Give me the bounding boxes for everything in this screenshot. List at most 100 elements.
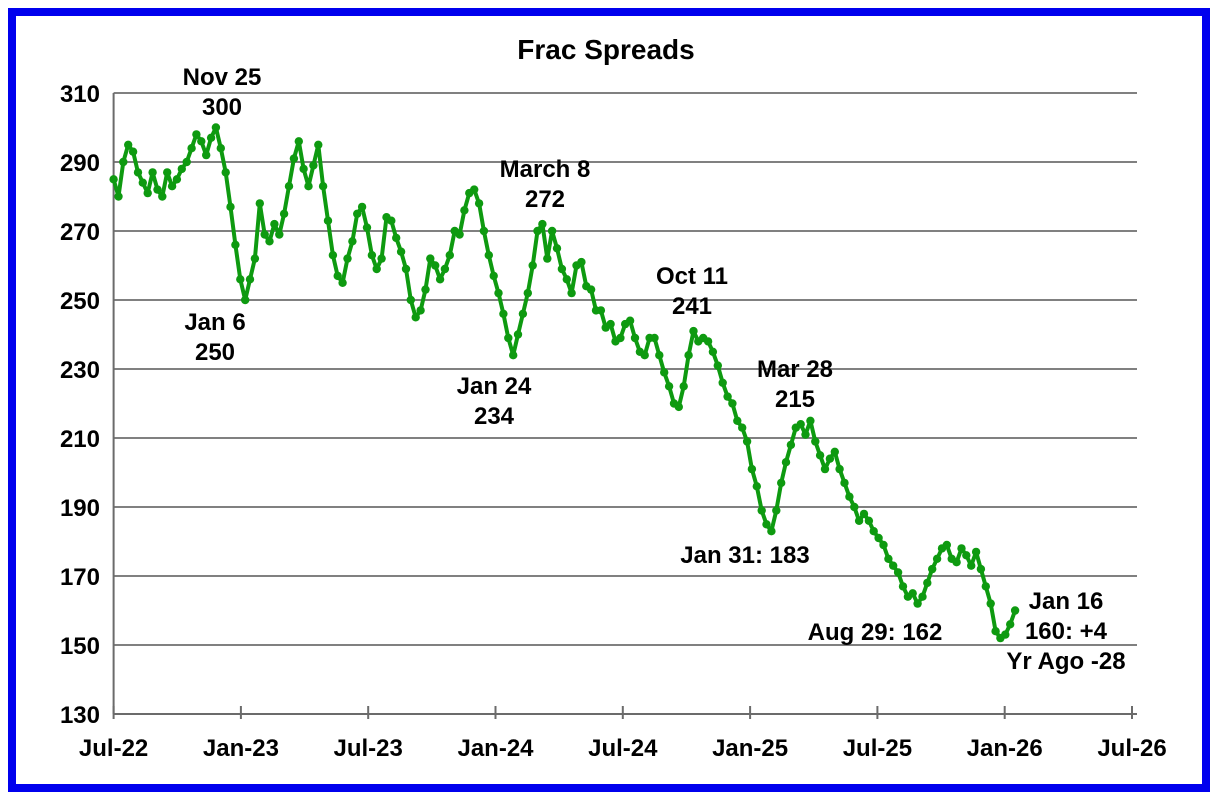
data-point-week-131 — [747, 464, 757, 474]
x-tick-label-Jan-24: Jan-24 — [457, 735, 534, 762]
data-point-week-22 — [216, 144, 225, 153]
annotation-jan-24-2024-line2: 234 — [474, 403, 515, 430]
data-point-week-86 — [528, 261, 537, 270]
data-point-week-48 — [343, 254, 352, 263]
data-point-week-133 — [757, 506, 766, 515]
data-point-week-87 — [533, 226, 542, 236]
annotation-mar-28-2025-line1: Mar 28 — [757, 356, 833, 383]
annotation-aug-29-2025-line1: Aug 29: 162 — [808, 619, 943, 646]
data-point-week-34 — [275, 230, 284, 239]
annotation-nov-25-2022-line1: Nov 25 — [183, 64, 262, 91]
x-tick-label-Jul-22: Jul-22 — [79, 735, 148, 762]
data-point-week-137 — [777, 478, 786, 488]
data-point-week-146 — [820, 464, 830, 474]
data-point-week-16 — [187, 144, 196, 153]
data-point-week-123 — [708, 347, 718, 356]
x-tick-label-Jan-26: Jan-26 — [967, 735, 1043, 762]
data-point-week-114 — [664, 382, 674, 391]
data-point-week-29 — [250, 254, 260, 263]
data-point-week-64 — [421, 285, 430, 294]
data-point-week-154 — [859, 509, 869, 519]
data-point-week-153 — [854, 516, 864, 525]
data-point-week-159 — [884, 554, 893, 563]
data-point-week-40 — [304, 182, 313, 191]
data-point-week-119 — [689, 326, 698, 336]
data-point-week-1 — [114, 192, 123, 201]
data-point-week-25 — [231, 240, 240, 249]
data-point-week-96 — [577, 257, 586, 267]
data-point-week-42 — [314, 140, 323, 149]
data-point-week-75 — [474, 199, 484, 208]
data-point-week-138 — [781, 458, 791, 467]
data-point-week-58 — [392, 233, 401, 243]
data-point-week-165 — [913, 599, 922, 608]
data-point-week-136 — [772, 506, 781, 515]
data-point-week-125 — [718, 378, 727, 387]
y-tick-label-190: 190 — [60, 495, 100, 522]
data-point-week-85 — [523, 288, 532, 298]
data-point-week-2 — [119, 157, 128, 167]
data-point-week-130 — [742, 437, 752, 446]
data-point-week-28 — [245, 275, 255, 284]
data-point-week-141 — [796, 420, 805, 429]
x-tick-label-Jul-25: Jul-25 — [843, 735, 912, 762]
data-point-week-88 — [538, 219, 547, 229]
data-point-week-90 — [547, 226, 557, 236]
data-point-week-33 — [270, 219, 279, 229]
data-point-week-69 — [445, 251, 454, 260]
data-point-week-116 — [674, 402, 683, 412]
annotation-jan-24-2024-line1: Jan 24 — [457, 373, 532, 400]
data-point-week-78 — [489, 271, 498, 281]
data-point-week-162 — [898, 582, 908, 591]
data-point-week-59 — [396, 247, 406, 256]
data-point-week-63 — [416, 306, 425, 315]
data-point-week-118 — [684, 351, 693, 360]
data-point-week-27 — [241, 295, 250, 305]
data-point-week-149 — [835, 464, 844, 474]
data-point-week-124 — [713, 361, 722, 370]
data-point-week-83 — [513, 330, 523, 339]
data-point-week-93 — [562, 275, 571, 284]
data-point-week-10 — [158, 192, 167, 201]
data-point-week-30 — [255, 199, 264, 208]
data-point-week-46 — [333, 271, 342, 281]
data-point-week-152 — [850, 502, 859, 512]
data-point-week-158 — [879, 540, 888, 550]
annotation-jan-6-2023-line1: Jan 6 — [184, 309, 245, 336]
y-tick-label-250: 250 — [60, 288, 100, 315]
axis-labels-group: 310 290 270 250 230 210 190 170 150 130 Jul-22 Jan-… — [60, 81, 1167, 762]
annotation-oct-11-2024-line1: Oct 11 — [656, 263, 728, 290]
data-point-week-181 — [991, 627, 1000, 636]
data-point-week-68 — [440, 264, 450, 274]
data-point-week-72 — [460, 206, 469, 215]
data-point-week-164 — [908, 589, 917, 598]
data-point-week-185 — [1010, 606, 1020, 615]
data-point-week-148 — [830, 447, 839, 456]
data-point-week-166 — [918, 592, 927, 601]
data-point-week-104 — [616, 333, 625, 343]
data-point-week-176 — [967, 561, 976, 570]
data-point-week-18 — [197, 137, 206, 146]
data-point-week-41 — [309, 161, 318, 170]
data-point-week-61 — [406, 295, 415, 305]
data-point-week-55 — [377, 254, 386, 263]
data-point-week-57 — [387, 216, 396, 225]
data-point-week-52 — [362, 223, 372, 232]
data-point-week-112 — [655, 351, 664, 360]
y-tick-label-290: 290 — [60, 150, 100, 177]
data-point-week-49 — [348, 237, 357, 246]
data-point-week-31 — [260, 230, 269, 239]
axes-group — [112, 93, 1137, 719]
annotation-mar-28-2025-line2: 215 — [775, 386, 815, 413]
data-point-week-54 — [372, 264, 381, 274]
data-point-week-160 — [889, 561, 898, 570]
data-point-week-32 — [265, 237, 274, 246]
annotation-jan-31-2025-line1: Jan 31: 183 — [680, 542, 809, 569]
y-tick-label-210: 210 — [60, 426, 100, 453]
data-point-week-76 — [479, 226, 489, 236]
data-point-week-134 — [762, 520, 771, 529]
data-point-week-173 — [952, 558, 961, 567]
data-point-week-13 — [172, 175, 182, 184]
